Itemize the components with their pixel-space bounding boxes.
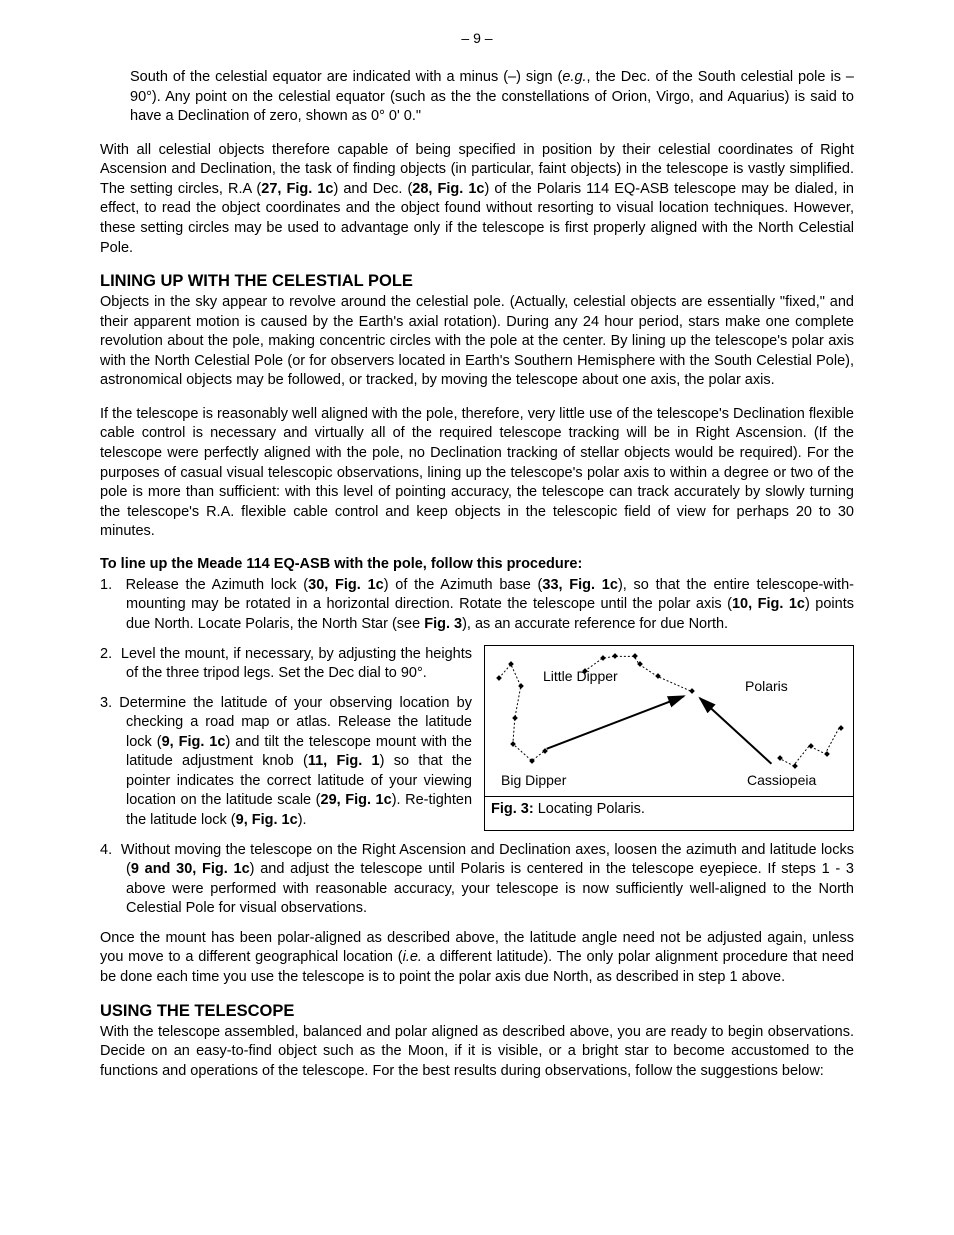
label-little-dipper: Little Dipper	[543, 668, 618, 684]
intro-paragraph: South of the celestial equator are indic…	[100, 68, 854, 127]
procedure-intro: To line up the Meade 114 EQ-ASB with the…	[100, 556, 854, 572]
section-heading-using: USING THE TELESCOPE	[100, 1002, 854, 1021]
procedure-step-2: 2. Level the mount, if necessary, by adj…	[100, 645, 472, 684]
body-paragraph: With all celestial objects therefore cap…	[100, 141, 854, 258]
section-heading-lining-up: LINING UP WITH THE CELESTIAL POLE	[100, 272, 854, 291]
label-big-dipper: Big Dipper	[501, 772, 566, 788]
document-page: – 9 – South of the celestial equator are…	[0, 0, 954, 1135]
label-polaris: Polaris	[745, 678, 788, 694]
body-paragraph: Once the mount has been polar-aligned as…	[100, 929, 854, 988]
procedure-step-4: 4. Without moving the telescope on the R…	[100, 841, 854, 919]
page-number: – 9 –	[100, 30, 854, 46]
figure-image: Little Dipper Polaris Big Dipper Cassiop…	[485, 646, 853, 797]
procedure-step-3: 3. Determine the latitude of your observ…	[100, 694, 472, 831]
label-cassiopeia: Cassiopeia	[747, 772, 816, 788]
body-paragraph: With the telescope assembled, balanced a…	[100, 1023, 854, 1082]
procedure-step-1: 1. Release the Azimuth lock (30, Fig. 1c…	[100, 576, 854, 635]
figure-caption: Fig. 3: Locating Polaris.	[485, 797, 853, 821]
figure-3: Little Dipper Polaris Big Dipper Cassiop…	[484, 645, 854, 831]
body-paragraph: Objects in the sky appear to revolve aro…	[100, 293, 854, 391]
body-paragraph: If the telescope is reasonably well alig…	[100, 405, 854, 542]
